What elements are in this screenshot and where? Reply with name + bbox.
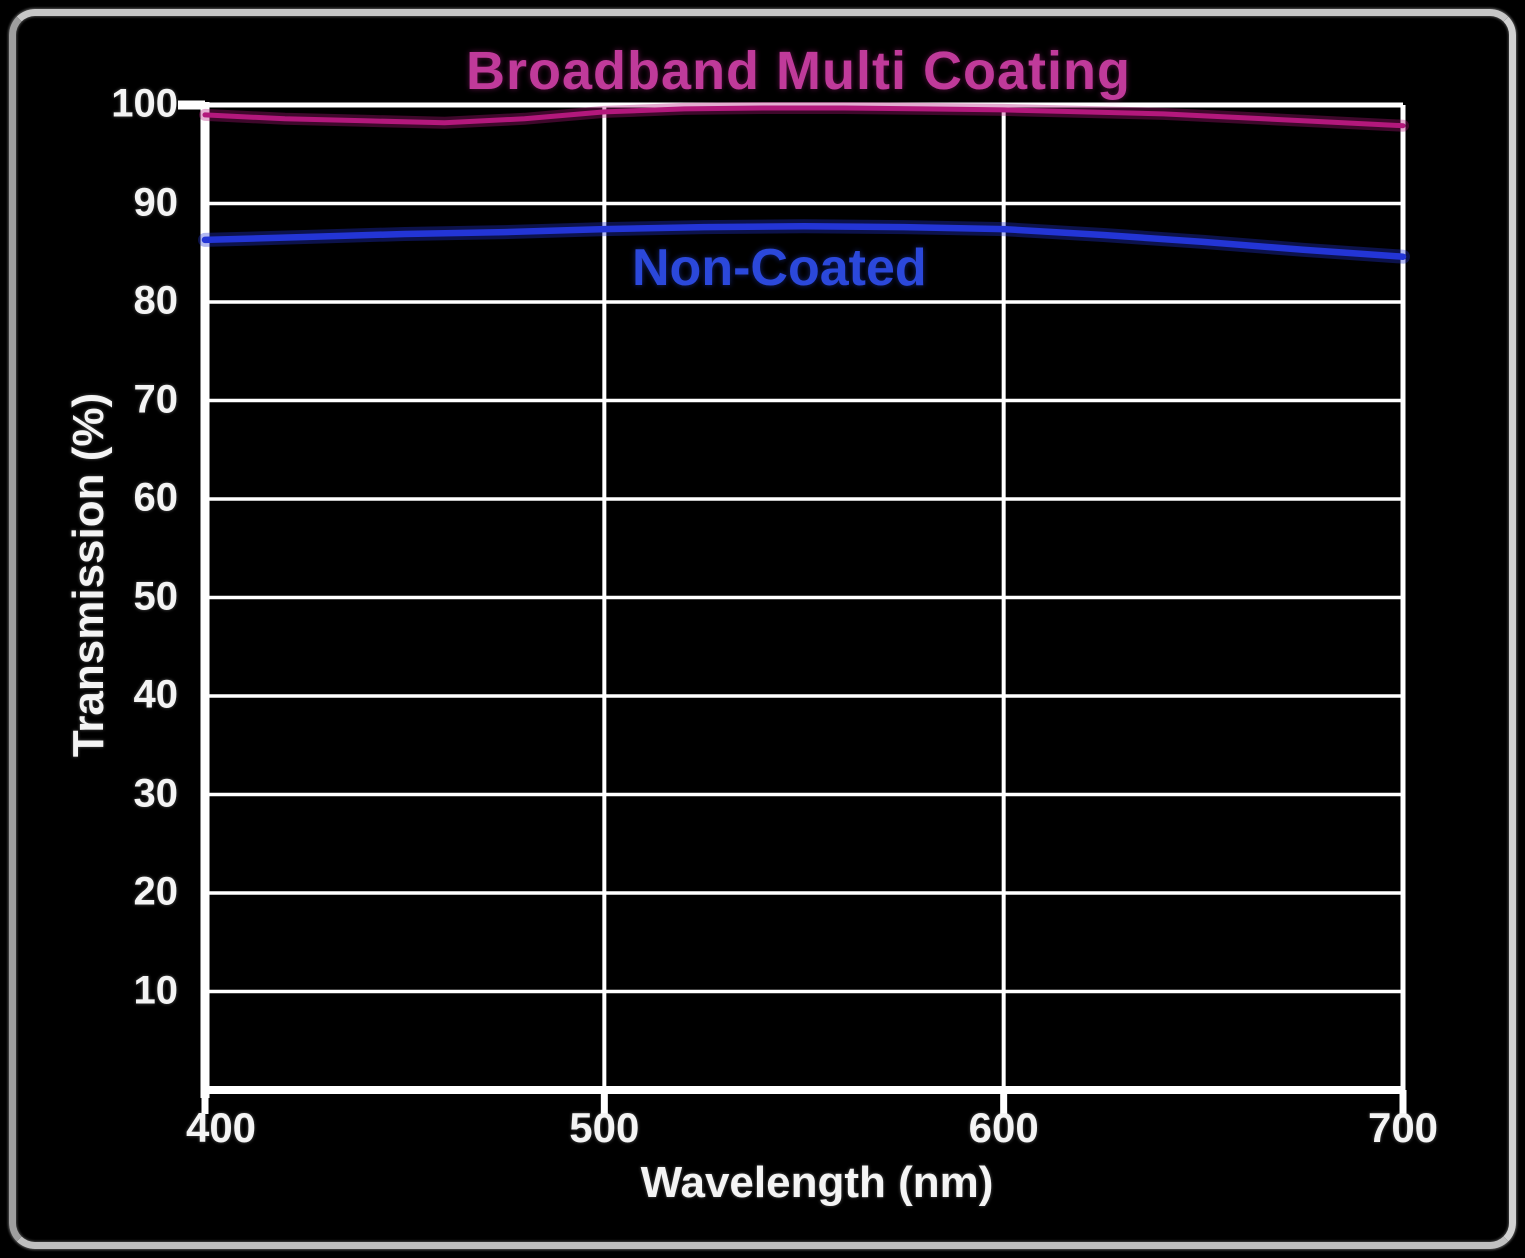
- x-axis-title: Wavelength (nm): [640, 1158, 994, 1207]
- y-tick-label-50: 50: [133, 574, 179, 619]
- y-tick-label-40: 40: [133, 672, 179, 717]
- x-tick-label-700: 700: [1367, 1104, 1439, 1151]
- y-tick-label-90: 90: [133, 180, 179, 225]
- chart-title: Broadband Multi Coating: [466, 41, 1131, 101]
- broadband-multi-coating-curve: [202, 105, 1406, 129]
- screen-frame-border: [9, 9, 1516, 1249]
- x-tick-label-400: 400: [185, 1104, 257, 1151]
- non-coated-curve: [201, 222, 1407, 260]
- y-tick-label-80: 80: [133, 278, 179, 323]
- non-coated-series-label: Non-Coated: [632, 239, 927, 297]
- y-tick-label-10: 10: [133, 968, 179, 1013]
- y-tick-label-100: 100: [111, 81, 178, 126]
- x-tick-label-500: 500: [569, 1104, 640, 1151]
- x-tick-label-600: 600: [968, 1104, 1039, 1151]
- y-tick-label-70: 70: [133, 377, 179, 422]
- y-tick-label-20: 20: [133, 869, 179, 914]
- y-tick-label-30: 30: [133, 771, 179, 816]
- y-tick-label-60: 60: [133, 475, 179, 520]
